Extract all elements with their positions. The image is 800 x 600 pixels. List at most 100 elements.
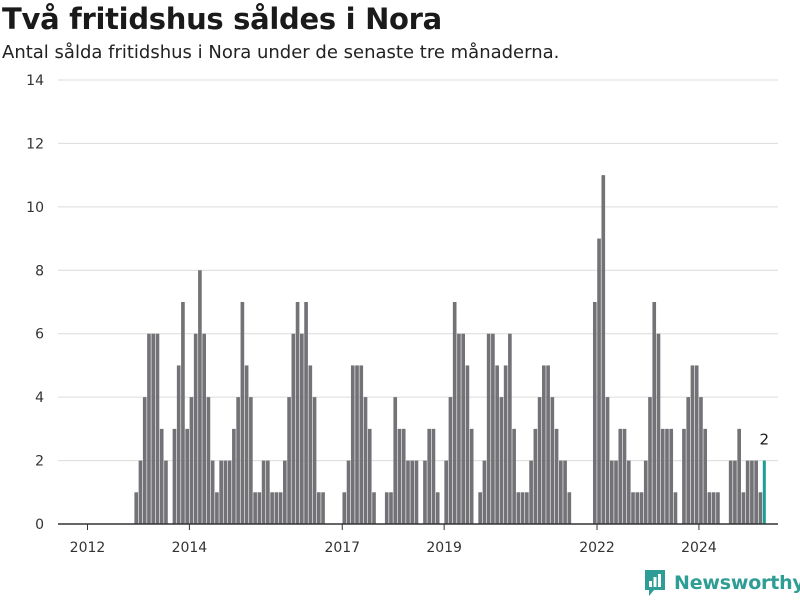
brand-name: Newsworthy bbox=[674, 572, 800, 594]
bar bbox=[423, 460, 427, 524]
bar bbox=[699, 397, 703, 524]
bar bbox=[605, 397, 610, 524]
bar bbox=[261, 460, 266, 524]
bar bbox=[291, 333, 296, 524]
x-tick-label: 2024 bbox=[681, 540, 717, 556]
bar bbox=[550, 397, 555, 524]
bar bbox=[592, 302, 597, 524]
bar bbox=[151, 333, 156, 524]
bar bbox=[516, 492, 521, 524]
bar bbox=[240, 302, 245, 524]
bar bbox=[410, 460, 415, 524]
bar bbox=[363, 397, 368, 524]
bar bbox=[202, 333, 206, 524]
bar bbox=[745, 460, 750, 524]
bar bbox=[367, 428, 372, 524]
bar bbox=[457, 333, 461, 524]
bar bbox=[537, 397, 542, 524]
bar bbox=[308, 365, 313, 524]
bar bbox=[486, 333, 491, 524]
bar bbox=[435, 492, 440, 524]
bar bbox=[227, 460, 232, 524]
bar bbox=[529, 460, 533, 524]
bar bbox=[741, 492, 746, 524]
bar bbox=[478, 492, 482, 524]
bar bbox=[601, 175, 606, 524]
bar bbox=[690, 365, 695, 524]
chart-subtitle: Antal sålda fritidshus i Nora under de s… bbox=[2, 42, 560, 63]
y-tick-label: 8 bbox=[35, 263, 44, 279]
bar bbox=[185, 428, 190, 524]
bar bbox=[164, 460, 168, 524]
bar bbox=[244, 365, 249, 524]
bar bbox=[159, 428, 164, 524]
bar bbox=[223, 460, 228, 524]
bar bbox=[643, 460, 648, 524]
bar bbox=[189, 397, 194, 524]
bar bbox=[563, 460, 567, 524]
bar bbox=[711, 492, 716, 524]
bar bbox=[287, 397, 291, 524]
bars bbox=[134, 175, 766, 525]
bar bbox=[461, 333, 465, 524]
bar bbox=[758, 492, 763, 524]
x-axis-ticks: 2012 2014 2017 2019 2022 2024 bbox=[70, 524, 717, 556]
y-tick-label: 6 bbox=[35, 327, 44, 343]
chart-title: Två fritidshus såldes i Nora bbox=[2, 2, 442, 36]
bar bbox=[406, 460, 410, 524]
bar bbox=[219, 460, 223, 524]
bar bbox=[656, 333, 661, 524]
x-tick-label: 2022 bbox=[579, 540, 615, 556]
bar bbox=[707, 492, 712, 524]
bar bbox=[626, 460, 631, 524]
bar bbox=[321, 492, 325, 524]
y-tick-label: 0 bbox=[35, 517, 44, 533]
bar bbox=[266, 460, 270, 524]
bar bbox=[283, 460, 287, 524]
bar bbox=[257, 492, 262, 524]
bar bbox=[253, 492, 257, 524]
y-tick-label: 4 bbox=[35, 390, 44, 406]
bar bbox=[652, 302, 657, 524]
bar bbox=[210, 460, 215, 524]
bar bbox=[444, 460, 449, 524]
bar bbox=[342, 492, 347, 524]
bar bbox=[147, 333, 151, 524]
bar bbox=[350, 365, 355, 524]
bar bbox=[172, 428, 177, 524]
bar bbox=[469, 428, 474, 524]
bar bbox=[414, 460, 419, 524]
bar bbox=[431, 428, 436, 524]
bar bbox=[694, 365, 699, 524]
bar bbox=[278, 492, 283, 524]
bar bbox=[232, 428, 236, 524]
bar bbox=[236, 397, 240, 524]
bar bbox=[609, 460, 614, 524]
bar bbox=[733, 460, 737, 524]
bar bbox=[559, 460, 563, 524]
bar bbox=[401, 428, 406, 524]
bar bbox=[206, 397, 211, 524]
bar bbox=[703, 428, 708, 524]
bar bbox=[503, 365, 508, 524]
last-value-label: 2 bbox=[760, 431, 770, 449]
bar bbox=[138, 460, 143, 524]
bar bbox=[249, 397, 253, 524]
bar bbox=[355, 365, 359, 524]
bar bbox=[176, 365, 181, 524]
x-tick-label: 2017 bbox=[324, 540, 360, 556]
bar bbox=[754, 460, 758, 524]
bar bbox=[554, 428, 559, 524]
bar bbox=[215, 492, 219, 524]
bar bbox=[465, 365, 470, 524]
bar bbox=[346, 460, 351, 524]
bar bbox=[448, 397, 453, 524]
bar bbox=[512, 428, 516, 524]
bar bbox=[635, 492, 640, 524]
y-tick-label: 14 bbox=[26, 73, 44, 89]
bar bbox=[274, 492, 279, 524]
bar bbox=[631, 492, 635, 524]
y-axis-ticks: 0 2 4 6 8 10 12 14 bbox=[26, 73, 44, 533]
bar bbox=[567, 492, 572, 524]
x-tick-label: 2019 bbox=[426, 540, 462, 556]
